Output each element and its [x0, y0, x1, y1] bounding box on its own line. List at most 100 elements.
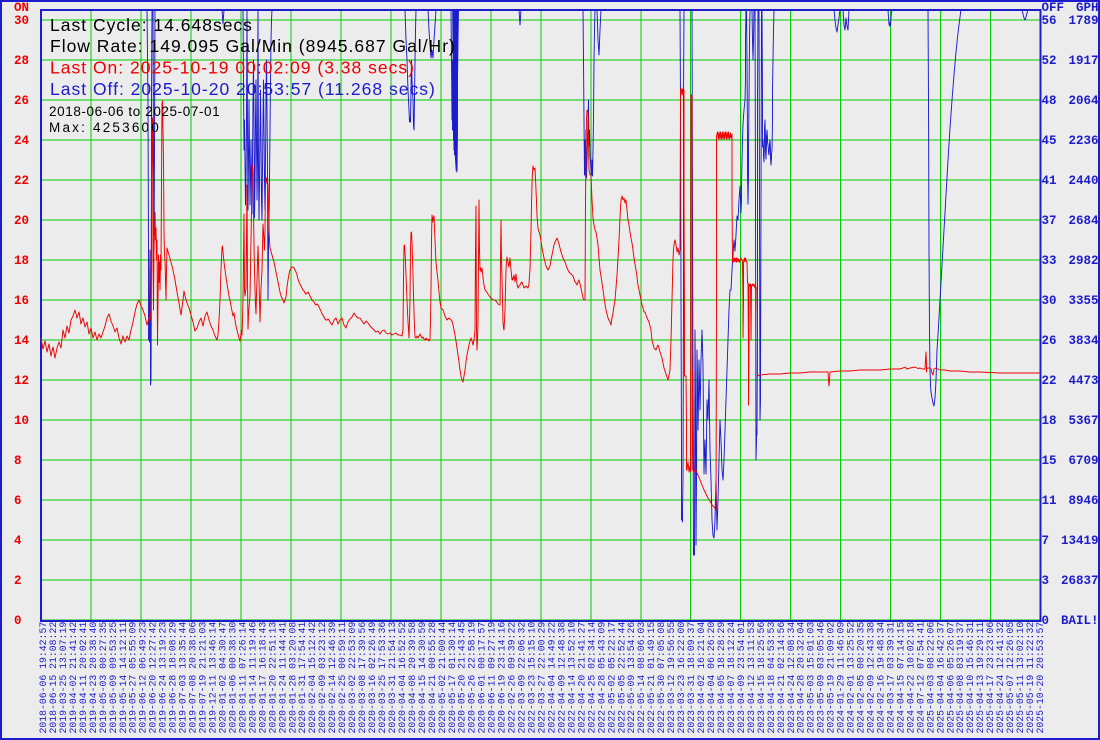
- svg-text:2023-03-12 19:56:55: 2023-03-12 19:56:55: [666, 622, 677, 734]
- svg-text:15: 15: [1042, 454, 1057, 468]
- svg-text:2020-03-16 02:26:49: 2020-03-16 02:26:49: [367, 622, 378, 734]
- svg-text:2024-04-15 07:14:15: 2024-04-15 07:14:15: [895, 622, 906, 734]
- svg-text:2019-04-02 21:41:42: 2019-04-02 21:41:42: [68, 622, 79, 734]
- svg-text:2020-05-20 21:43:45: 2020-05-20 21:43:45: [457, 622, 468, 734]
- svg-text:2022-05-05 22:52:44: 2022-05-05 22:52:44: [616, 622, 627, 734]
- svg-text:2020-01-02 04:30:47: 2020-01-02 04:30:47: [217, 622, 228, 734]
- svg-text:0: 0: [14, 614, 22, 628]
- svg-text:2025-04-06 05:26:07: 2025-04-06 05:26:07: [945, 622, 956, 734]
- svg-text:GPH: GPH: [1076, 1, 1099, 15]
- svg-text:24: 24: [14, 134, 30, 148]
- svg-text:2023-04-18 04:53:53: 2023-04-18 04:53:53: [766, 622, 777, 734]
- svg-text:2020-02-04 15:12:42: 2020-02-04 15:12:42: [307, 622, 318, 734]
- svg-text:4473: 4473: [1068, 374, 1098, 388]
- svg-text:2023-05-03 15:01:03: 2023-05-03 15:01:03: [806, 622, 817, 734]
- svg-text:2020-06-19 23:14:16: 2020-06-19 23:14:16: [497, 622, 508, 734]
- svg-text:0: 0: [1042, 614, 1050, 628]
- svg-text:Max: 4253600: Max: 4253600: [49, 120, 161, 135]
- svg-text:2024-02-05 00:20:35: 2024-02-05 00:20:35: [856, 622, 867, 734]
- svg-text:2019-03-25 13:07:19: 2019-03-25 13:07:19: [58, 622, 69, 734]
- svg-text:16: 16: [14, 294, 29, 308]
- svg-text:3: 3: [1042, 574, 1050, 588]
- svg-text:2023-04-02 16:21:04: 2023-04-02 16:21:04: [696, 622, 707, 734]
- svg-text:2023-04-15 18:25:56: 2023-04-15 18:25:56: [756, 622, 767, 734]
- svg-text:2019-07-03 13:35:44: 2019-07-03 13:35:44: [178, 622, 189, 734]
- svg-text:2022-04-14 13:52:10: 2022-04-14 13:52:10: [566, 622, 577, 734]
- svg-text:2025-04-17 23:23:06: 2025-04-17 23:23:06: [985, 622, 996, 734]
- svg-text:2019-05-03 00:27:35: 2019-05-03 00:27:35: [98, 622, 109, 734]
- svg-text:2023-04-04 06:26:20: 2023-04-04 06:26:20: [706, 622, 717, 734]
- svg-text:2019-06-20 12:27:42: 2019-06-20 12:27:42: [148, 622, 159, 734]
- svg-text:2022-05-30 07:05:08: 2022-05-30 07:05:08: [656, 622, 667, 734]
- svg-text:2064: 2064: [1068, 94, 1099, 108]
- svg-text:20: 20: [14, 214, 29, 228]
- svg-text:2022-04-09 12:48:38: 2022-04-09 12:48:38: [556, 622, 567, 734]
- svg-text:2019-07-08 20:38:06: 2019-07-08 20:38:06: [188, 622, 199, 734]
- svg-text:2019-07-19 21:21:03: 2019-07-19 21:21:03: [198, 622, 209, 734]
- svg-text:2024-03-17 03:39:31: 2024-03-17 03:39:31: [885, 622, 896, 734]
- svg-text:2025-04-24 12:41:32: 2025-04-24 12:41:32: [995, 622, 1006, 734]
- svg-text:ON: ON: [14, 1, 29, 15]
- svg-text:26: 26: [14, 94, 29, 108]
- svg-text:2025-04-13 19:29:11: 2025-04-13 19:29:11: [975, 622, 986, 734]
- svg-text:37: 37: [1042, 214, 1057, 228]
- svg-text:45: 45: [1042, 134, 1057, 148]
- svg-text:2020-04-15 14:30:59: 2020-04-15 14:30:59: [417, 622, 428, 734]
- svg-text:2022-03-23 15:15:10: 2022-03-23 15:15:10: [527, 622, 538, 734]
- svg-text:6709: 6709: [1068, 454, 1098, 468]
- svg-text:4: 4: [14, 534, 22, 548]
- svg-text:12: 12: [14, 374, 29, 388]
- svg-text:2023-04-09 23:54:01: 2023-04-09 23:54:01: [736, 622, 747, 734]
- svg-text:2020-03-08 17:39:56: 2020-03-08 17:39:56: [357, 622, 368, 734]
- svg-text:7: 7: [1042, 534, 1050, 548]
- svg-text:2024-07-12 07:54:41: 2024-07-12 07:54:41: [915, 622, 926, 734]
- svg-text:2020-06-11 09:27:19: 2020-06-11 09:27:19: [487, 622, 498, 734]
- svg-text:2022-05-14 08:06:03: 2022-05-14 08:06:03: [636, 622, 647, 734]
- svg-text:10: 10: [14, 414, 29, 428]
- svg-text:2023-05-19 21:09:02: 2023-05-19 21:09:02: [826, 622, 837, 734]
- svg-text:2020-03-25 17:53:36: 2020-03-25 17:53:36: [377, 622, 388, 734]
- svg-text:2025-05-11 13:02:10: 2025-05-11 13:02:10: [1015, 622, 1026, 734]
- svg-text:13419: 13419: [1061, 534, 1099, 548]
- svg-text:22: 22: [14, 174, 29, 188]
- svg-text:11: 11: [1042, 494, 1057, 508]
- svg-text:1917: 1917: [1068, 54, 1098, 68]
- svg-text:2023-03-31 18:09:37: 2023-03-31 18:09:37: [686, 622, 697, 734]
- svg-text:2023-04-07 18:12:24: 2023-04-07 18:12:24: [726, 622, 737, 734]
- svg-text:2024-02-09 12:43:38: 2024-02-09 12:43:38: [866, 622, 877, 734]
- svg-text:2684: 2684: [1068, 214, 1099, 228]
- svg-text:2022-04-25 02:34:14: 2022-04-25 02:34:14: [586, 622, 597, 734]
- svg-text:2020-02-25 00:59:11: 2020-02-25 00:59:11: [337, 622, 348, 734]
- svg-text:2022-03-27 22:00:29: 2022-03-27 22:00:29: [537, 622, 548, 734]
- svg-text:26: 26: [1042, 334, 1057, 348]
- svg-text:Last Off: 2025-10-20 20:53:57: Last Off: 2025-10-20 20:53:57 (11.268 se…: [50, 79, 436, 99]
- svg-text:2020-05-26 22:58:19: 2020-05-26 22:58:19: [467, 622, 478, 734]
- svg-text:2022-05-02 05:22:17: 2022-05-02 05:22:17: [606, 622, 617, 734]
- svg-text:2020-01-14 11:19:46: 2020-01-14 11:19:46: [247, 622, 258, 734]
- svg-text:2024-01-29 11:46:09: 2024-01-29 11:46:09: [836, 622, 847, 734]
- svg-text:2023-04-21 02:14:56: 2023-04-21 02:14:56: [776, 622, 787, 734]
- svg-text:2020-02-14 12:46:39: 2020-02-14 12:46:39: [327, 622, 338, 734]
- svg-text:2022-04-28 05:43:09: 2022-04-28 05:43:09: [596, 622, 607, 734]
- svg-text:2018-06-15 21:08:22: 2018-06-15 21:08:22: [48, 622, 59, 734]
- svg-text:2020-01-31 17:54:41: 2020-01-31 17:54:41: [297, 622, 308, 734]
- svg-text:2023-03-23 16:22:00: 2023-03-23 16:22:00: [676, 622, 687, 734]
- svg-text:2982: 2982: [1068, 254, 1098, 268]
- svg-text:2022-03-09 22:06:32: 2022-03-09 22:06:32: [517, 622, 528, 734]
- svg-text:52: 52: [1042, 54, 1057, 68]
- svg-text:18: 18: [14, 254, 29, 268]
- svg-text:2022-02-26 09:39:22: 2022-02-26 09:39:22: [507, 622, 518, 734]
- svg-text:2020-04-04 16:52:52: 2020-04-04 16:52:52: [397, 622, 408, 734]
- svg-text:2020-01-06 00:38:30: 2020-01-06 00:38:30: [227, 622, 238, 734]
- svg-text:2020-04-08 20:39:58: 2020-04-08 20:39:58: [407, 622, 418, 734]
- svg-text:33: 33: [1042, 254, 1057, 268]
- svg-text:2020-01-28 03:20:08: 2020-01-28 03:20:08: [287, 622, 298, 734]
- svg-text:2020-02-09 03:23:12: 2020-02-09 03:23:12: [317, 622, 328, 734]
- svg-text:2022-05-21 01:49:15: 2022-05-21 01:49:15: [646, 622, 657, 734]
- svg-text:2020-01-17 16:18:43: 2020-01-17 16:18:43: [257, 622, 268, 734]
- svg-text:2236: 2236: [1068, 134, 1098, 148]
- svg-text:2025-04-08 03:19:37: 2025-04-08 03:19:37: [955, 622, 966, 734]
- svg-text:30: 30: [1042, 294, 1057, 308]
- svg-text:BAIL!: BAIL!: [1061, 614, 1099, 628]
- svg-text:8: 8: [14, 454, 22, 468]
